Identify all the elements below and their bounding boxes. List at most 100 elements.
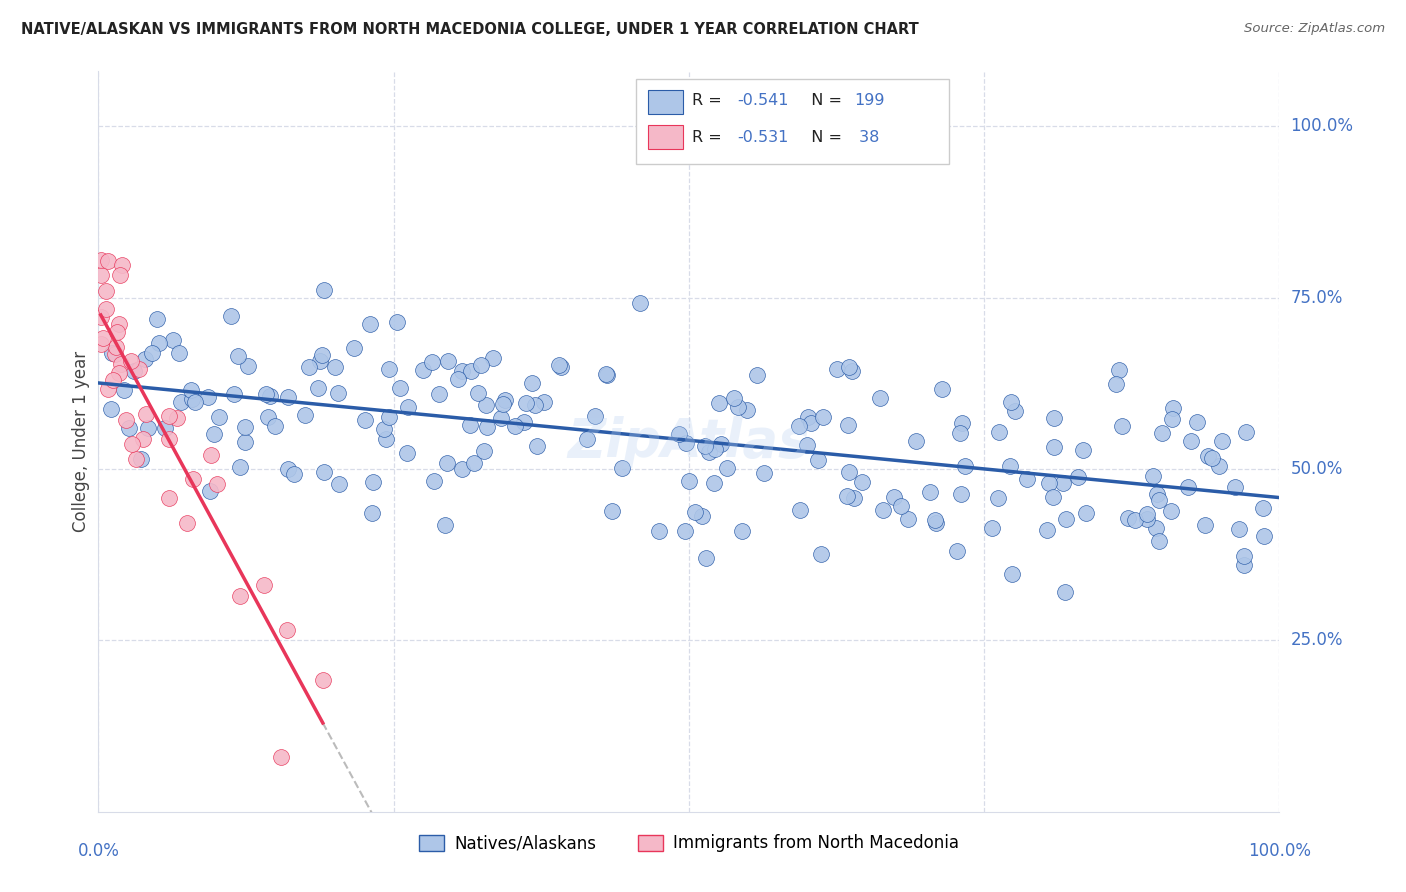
Point xyxy=(550,359,572,374)
Point xyxy=(108,366,131,380)
Point xyxy=(526,439,548,453)
Point xyxy=(628,295,651,310)
Point xyxy=(229,459,252,474)
Point xyxy=(312,465,335,479)
Point xyxy=(166,411,188,425)
Point xyxy=(841,364,863,378)
Point xyxy=(1136,507,1159,521)
Point xyxy=(475,397,498,411)
Point xyxy=(825,362,848,376)
Point xyxy=(1211,434,1233,449)
Point xyxy=(326,386,349,401)
Point xyxy=(1111,418,1133,433)
Point xyxy=(467,386,489,401)
Point xyxy=(222,387,245,401)
Point xyxy=(1052,476,1074,491)
Point xyxy=(1144,521,1167,535)
Point xyxy=(312,283,335,297)
Point xyxy=(90,252,112,267)
Point xyxy=(233,420,256,434)
Text: 0.0%: 0.0% xyxy=(77,842,120,860)
Point xyxy=(120,353,142,368)
Point xyxy=(1067,470,1090,484)
Point xyxy=(1180,434,1202,449)
Point xyxy=(810,547,832,561)
Point xyxy=(104,347,127,361)
Point xyxy=(575,432,598,446)
Point xyxy=(254,386,277,401)
Point xyxy=(1074,506,1097,520)
Point xyxy=(1225,480,1247,494)
Point xyxy=(396,401,419,415)
Point xyxy=(489,411,512,425)
Point xyxy=(128,362,150,376)
Text: Source: ZipAtlas.com: Source: ZipAtlas.com xyxy=(1244,22,1385,36)
Point xyxy=(1000,394,1022,409)
Point xyxy=(360,317,382,331)
Point xyxy=(1038,475,1060,490)
Point xyxy=(162,334,184,348)
Point xyxy=(112,383,135,397)
Point xyxy=(796,438,818,452)
Point xyxy=(905,434,928,448)
Point xyxy=(693,439,716,453)
Point xyxy=(813,410,835,425)
Point xyxy=(122,364,145,378)
Point xyxy=(1197,449,1219,463)
Text: -0.541: -0.541 xyxy=(737,94,789,109)
Point xyxy=(91,331,114,345)
Point xyxy=(463,457,485,471)
Point xyxy=(475,420,498,434)
Point xyxy=(114,413,136,427)
Point xyxy=(492,396,515,410)
Point xyxy=(987,491,1010,505)
Point xyxy=(420,355,443,369)
Point xyxy=(100,402,122,417)
Point xyxy=(129,452,152,467)
Point xyxy=(307,381,329,395)
Point xyxy=(1208,458,1230,473)
Point xyxy=(1227,522,1250,536)
Point xyxy=(308,354,330,368)
Point xyxy=(716,461,738,475)
Point xyxy=(97,382,120,396)
Text: 75.0%: 75.0% xyxy=(1291,289,1343,307)
Text: R =: R = xyxy=(693,129,727,145)
Point xyxy=(678,474,700,488)
Point xyxy=(343,341,366,355)
Point xyxy=(146,312,169,326)
Point xyxy=(94,302,117,317)
Point xyxy=(695,550,717,565)
Point xyxy=(787,418,810,433)
Point xyxy=(583,409,606,423)
Point xyxy=(472,443,495,458)
Point xyxy=(1043,411,1066,425)
Point xyxy=(378,362,401,376)
Point xyxy=(1071,442,1094,457)
Point xyxy=(523,398,546,412)
Point xyxy=(229,589,252,603)
Point xyxy=(311,348,333,362)
Point xyxy=(427,387,450,401)
Point xyxy=(436,456,458,470)
Point xyxy=(387,315,409,329)
Point xyxy=(412,363,434,377)
Point xyxy=(451,364,474,378)
Bar xyxy=(648,126,683,149)
Point xyxy=(361,475,384,489)
Text: 25.0%: 25.0% xyxy=(1291,632,1343,649)
Point xyxy=(176,516,198,530)
Point xyxy=(108,318,131,332)
Point xyxy=(482,351,505,365)
Point xyxy=(1053,585,1076,599)
Point xyxy=(373,422,395,436)
Point xyxy=(111,258,134,272)
Point xyxy=(950,416,973,430)
Point xyxy=(838,465,860,479)
Point xyxy=(595,367,617,381)
Point xyxy=(953,458,976,473)
Y-axis label: College, Under 1 year: College, Under 1 year xyxy=(72,351,90,533)
Point xyxy=(450,462,472,476)
Point xyxy=(949,425,972,440)
Point xyxy=(800,417,823,431)
